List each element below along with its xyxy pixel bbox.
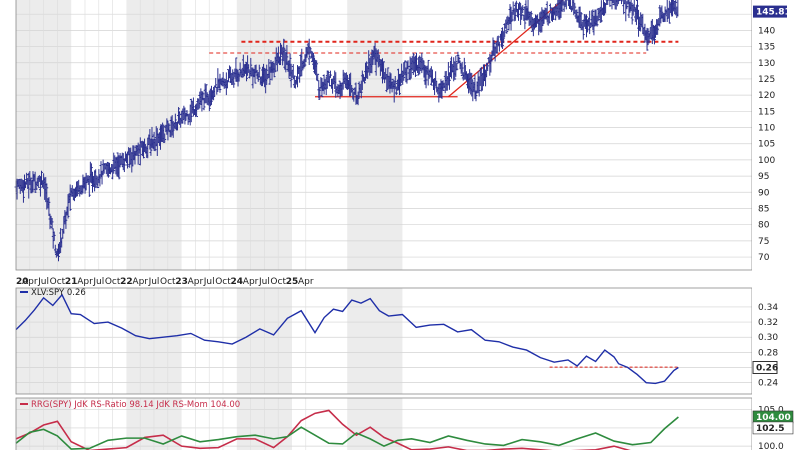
price-tick-label: 115 [758,107,775,117]
price-tick-label: 105 [758,140,775,150]
price-tick-label: 125 [758,75,775,85]
right-axis-strip [752,0,800,450]
x-tick-label: Apr [298,277,314,287]
ratio-tick-label: 0.32 [758,318,778,328]
x-tick-label: Oct [160,277,176,287]
rrg-value-flag-text: 102.5 [756,424,784,434]
price-tick-label: 75 [758,237,769,247]
x-tick-label: Jul [37,277,49,287]
price-last-value-flag [753,5,787,18]
ratio-tick-label: 0.34 [758,303,778,313]
price-tick-label: 110 [758,124,775,134]
price-tick-label: 95 [758,172,769,182]
price-tick-label: 85 [758,204,769,214]
x-tick-label: Apr [243,277,259,287]
year-band-0-6 [347,0,403,270]
x-tick-label: Oct [270,277,286,287]
x-tick-label: 24 [231,277,244,287]
x-tick-label: Oct [215,277,231,287]
rrg-tick-label: 100.0 [758,442,784,450]
price-tick-label: 70 [758,253,770,263]
rrg-value-flag-1 [752,421,794,435]
x-tick-label: Apr [22,277,38,287]
rrg-value-flag-text: 104.00 [756,413,791,423]
price-tick-label: 100 [758,156,775,166]
ratio-series-line [15,293,679,385]
x-tick-label: 25 [286,277,299,287]
ratio-last-value-text: 0.26 [756,364,778,374]
price-tick-label: 90 [758,188,770,198]
x-tick-label: Jul [148,277,160,287]
data-layer [14,0,679,454]
price-tick-label: 140 [758,26,775,36]
price-tick-label: 135 [758,43,775,53]
x-tick-label: 21 [65,277,78,287]
ratio-tick-label: 0.28 [758,348,778,358]
grid-layer [16,0,752,452]
x-tick-label: Jul [203,277,215,287]
x-tick-label: 22 [120,277,133,287]
x-tick-label: Jul [92,277,104,287]
x-tick-label: Jul [258,277,270,287]
x-tick-label: Apr [188,277,204,287]
x-tick-label: 20 [16,277,29,287]
ratio-panel-title: XLV:SPY 0.26 [31,288,86,298]
price-tick-label: 120 [758,91,775,101]
ratio-tick-label: 0.30 [758,333,778,343]
rrg-series-line-1 [15,416,679,450]
x-tick-label: Apr [77,277,93,287]
x-tick-label: Apr [132,277,148,287]
price-tick-label: 130 [758,59,775,69]
x-tick-label: 23 [175,277,188,287]
ratio-tick-label: 0.24 [758,379,778,389]
rrg-panel-title: RRG(SPY) JdK RS-Ratio 98.14 JdK RS-Mom 1… [31,400,240,410]
price-tick-label: 80 [758,221,770,231]
price-last-value-text: 145.81 [756,8,791,18]
ratio-last-value-flag [752,361,778,374]
x-tick-label: Oct [50,277,66,287]
x-tick-label: Oct [105,277,121,287]
frame-layer [15,0,800,453]
